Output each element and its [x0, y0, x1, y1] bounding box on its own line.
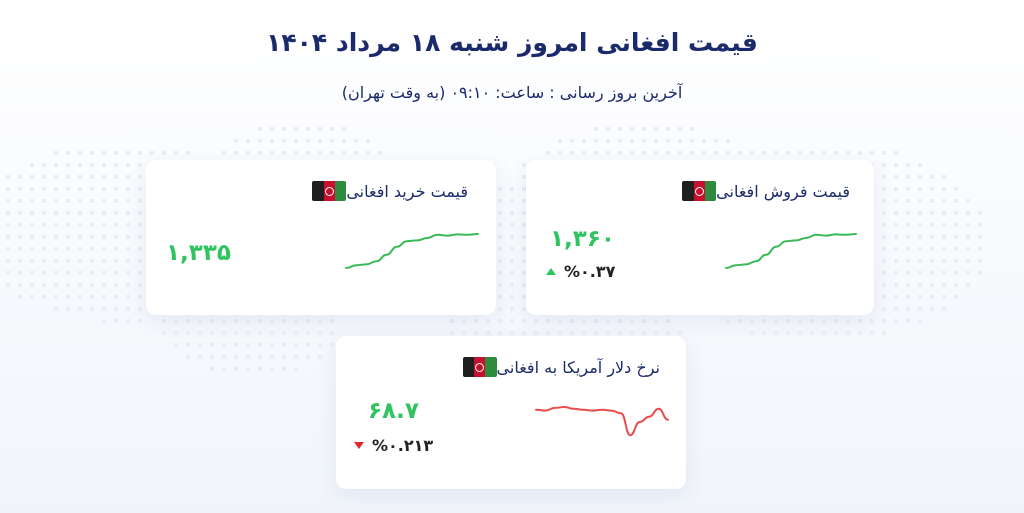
- buy-price-card: قیمت خرید افغانی ۱,۳۳۵: [146, 160, 496, 315]
- usd-change-badge: %۰.۲۱۳: [354, 436, 433, 455]
- buy-price-value: ۱,۳۳۵: [166, 240, 231, 266]
- usd-sparkline: [535, 405, 669, 437]
- page-title: قیمت افغانی امروز شنبه ۱۸ مرداد ۱۴۰۴: [266, 28, 758, 57]
- sell-price-card: قیمت فروش افغانی ۱,۳۶۰ %۰.۳۷: [526, 160, 874, 315]
- afghanistan-flag-icon: [682, 181, 717, 201]
- usd-rate-value: ۶۸.۷: [368, 398, 419, 424]
- sell-card-header: قیمت فروش افغانی: [670, 180, 850, 202]
- arrow-up-icon: [546, 268, 556, 275]
- usd-rate-card: نرخ دلار آمریکا به افغانی ۶۸.۷ %۰.۲۱۳: [336, 336, 686, 489]
- sell-change-value: %۰.۳۷: [564, 262, 616, 281]
- buy-card-title: قیمت خرید افغانی: [346, 181, 468, 201]
- sell-price-value: ۱,۳۶۰: [550, 226, 615, 252]
- last-update-subtitle: آخرین بروز رسانی : ساعت: ۰۹:۱۰ (به وقت ت…: [341, 83, 683, 102]
- sparkline-path: [725, 233, 857, 269]
- sell-card-title: قیمت فروش افغانی: [716, 181, 850, 201]
- usd-card-title: نرخ دلار آمریکا به افغانی: [496, 357, 660, 377]
- sparkline-path: [345, 233, 479, 269]
- buy-sparkline: [345, 233, 479, 269]
- sell-sparkline: [725, 233, 857, 269]
- usd-card-header: نرخ دلار آمریکا به افغانی: [451, 356, 660, 378]
- usd-change-value: %۰.۲۱۳: [372, 436, 434, 455]
- sell-change-badge: %۰.۳۷: [546, 262, 615, 281]
- arrow-down-icon: [354, 442, 364, 449]
- afghanistan-flag-icon: [312, 181, 347, 201]
- buy-card-header: قیمت خرید افغانی: [300, 180, 468, 202]
- afghanistan-flag-icon: [462, 357, 497, 377]
- sparkline-path: [535, 405, 669, 437]
